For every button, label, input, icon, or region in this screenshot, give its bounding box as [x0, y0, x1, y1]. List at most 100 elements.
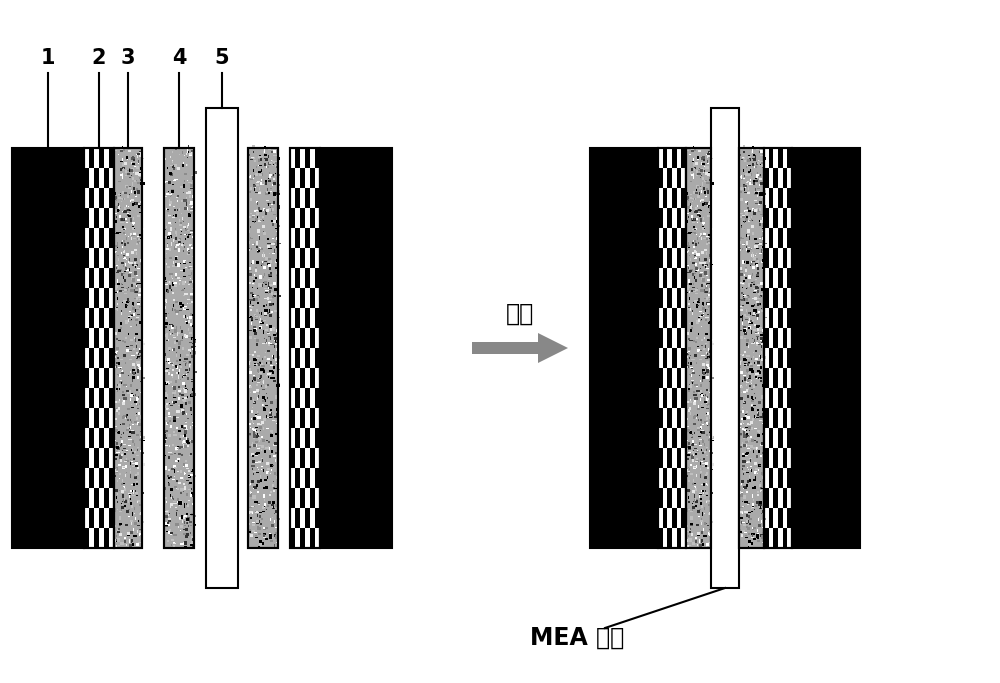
- Bar: [104, 528, 109, 548]
- Bar: [764, 184, 766, 186]
- Bar: [170, 235, 172, 236]
- Bar: [139, 288, 142, 292]
- Bar: [757, 272, 759, 275]
- Bar: [686, 148, 711, 548]
- Bar: [275, 433, 278, 434]
- Bar: [758, 430, 760, 434]
- Bar: [761, 488, 764, 490]
- Bar: [176, 372, 179, 374]
- Bar: [746, 309, 747, 312]
- Bar: [164, 390, 166, 392]
- Bar: [689, 469, 690, 470]
- Bar: [94, 408, 99, 428]
- Bar: [132, 225, 134, 227]
- Bar: [192, 545, 194, 548]
- Bar: [252, 420, 253, 423]
- Bar: [746, 370, 749, 372]
- Bar: [667, 248, 672, 268]
- Bar: [99, 508, 104, 528]
- Bar: [168, 339, 169, 342]
- Bar: [672, 348, 677, 368]
- Bar: [177, 448, 178, 449]
- Bar: [262, 168, 263, 169]
- Bar: [275, 236, 277, 238]
- Bar: [185, 402, 187, 405]
- Bar: [132, 176, 134, 180]
- Bar: [305, 508, 310, 528]
- Bar: [274, 520, 275, 523]
- Bar: [295, 388, 300, 408]
- Bar: [266, 393, 267, 394]
- Bar: [133, 348, 135, 350]
- Bar: [710, 377, 714, 378]
- Bar: [711, 364, 712, 366]
- Bar: [192, 469, 195, 471]
- Bar: [183, 374, 184, 376]
- Bar: [271, 292, 273, 294]
- Bar: [275, 262, 278, 263]
- Bar: [250, 516, 252, 518]
- Bar: [274, 488, 278, 490]
- Bar: [263, 533, 266, 535]
- Bar: [270, 434, 273, 437]
- Bar: [177, 277, 180, 279]
- Bar: [708, 306, 709, 308]
- Bar: [131, 505, 133, 508]
- Bar: [751, 168, 752, 169]
- Bar: [744, 221, 745, 223]
- Bar: [264, 298, 267, 299]
- Bar: [751, 225, 754, 228]
- Bar: [748, 247, 750, 249]
- Bar: [172, 282, 175, 285]
- Bar: [131, 404, 132, 405]
- Bar: [187, 151, 189, 153]
- Bar: [741, 386, 743, 388]
- Bar: [264, 479, 267, 482]
- Bar: [692, 232, 694, 233]
- Bar: [258, 469, 259, 470]
- Bar: [746, 302, 749, 304]
- Bar: [249, 371, 252, 374]
- Bar: [177, 332, 180, 334]
- Bar: [751, 506, 752, 509]
- Bar: [89, 388, 94, 408]
- Bar: [743, 471, 746, 473]
- Bar: [125, 263, 126, 266]
- Bar: [184, 445, 187, 447]
- Bar: [740, 423, 742, 425]
- Bar: [658, 368, 663, 388]
- Bar: [690, 194, 692, 195]
- Bar: [751, 408, 754, 411]
- Bar: [249, 188, 251, 189]
- Bar: [745, 218, 748, 221]
- Bar: [760, 335, 763, 336]
- Bar: [769, 468, 773, 488]
- Bar: [261, 421, 264, 423]
- Bar: [135, 462, 138, 464]
- Bar: [135, 193, 137, 196]
- Bar: [696, 320, 699, 324]
- Bar: [260, 479, 262, 482]
- Bar: [249, 484, 251, 486]
- Bar: [762, 339, 765, 340]
- Bar: [186, 440, 189, 443]
- Bar: [272, 223, 274, 226]
- Bar: [778, 388, 783, 408]
- Bar: [686, 306, 687, 307]
- Bar: [84, 208, 89, 228]
- Bar: [692, 436, 693, 437]
- Bar: [117, 469, 118, 470]
- Bar: [133, 305, 134, 306]
- Bar: [697, 186, 699, 188]
- Bar: [257, 411, 258, 414]
- Bar: [139, 175, 142, 177]
- Bar: [694, 257, 697, 259]
- Bar: [176, 410, 178, 412]
- Bar: [254, 296, 256, 299]
- Bar: [755, 373, 759, 374]
- Bar: [704, 513, 705, 514]
- Bar: [707, 303, 710, 305]
- Bar: [186, 514, 188, 516]
- Bar: [267, 166, 269, 168]
- Bar: [778, 268, 783, 288]
